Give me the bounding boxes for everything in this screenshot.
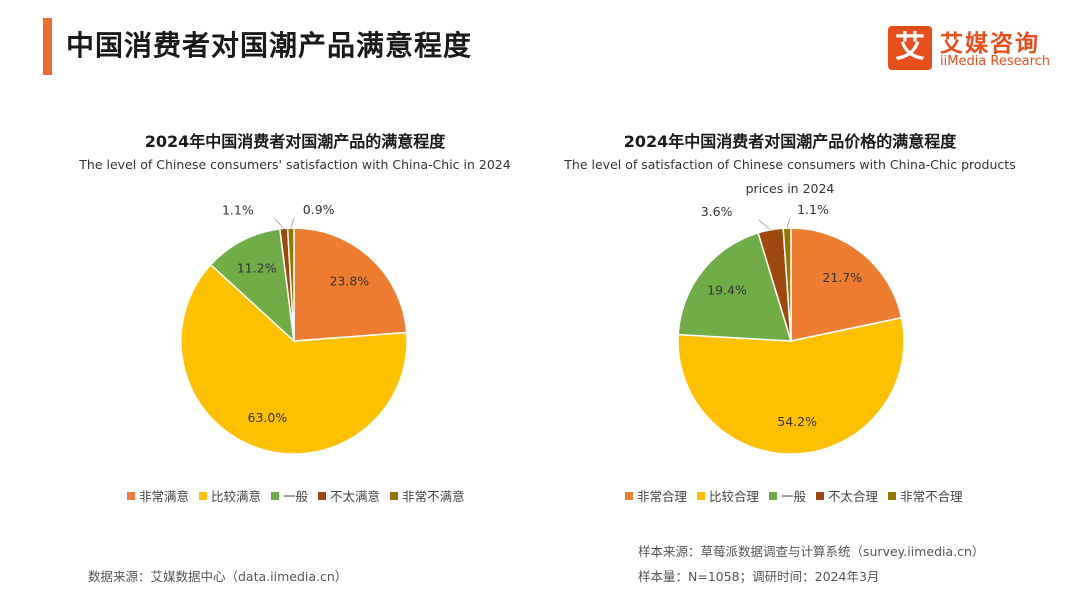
page-title: 中国消费者对国潮产品满意程度 [66, 29, 473, 62]
pie-chart-price-satisfaction: 21.7% 54.2% 19.4% 3.6% 1.1% [677, 202, 905, 455]
data-source-note: 数据来源：艾媒数据中心（data.iimedia.cn） [88, 569, 348, 584]
legend-swatch [769, 491, 778, 500]
legend-item-4: 不太合理 [816, 486, 878, 505]
legend-label: 比较合理 [709, 489, 760, 504]
legend-swatch [625, 491, 633, 500]
sample-source-note: 样本来源：草莓派数据调查与计算系统（survey.iimedia.cn） [638, 544, 985, 559]
logo-en-text: iiMedia Research [940, 54, 1051, 69]
chart-1-legend: 非常满意 比较满意 一般 不太满意 非常不满意 [127, 486, 465, 505]
legend-item-5: 非常不合理 [888, 486, 963, 505]
data-label-3: 11.2% [237, 261, 277, 276]
legend-label: 不太满意 [330, 489, 381, 504]
legend-item-2: 比较满意 [199, 486, 261, 505]
data-label-4: 1.1% [222, 202, 254, 217]
data-label-4: 3.6% [701, 204, 733, 219]
legend-label: 比较满意 [211, 489, 262, 504]
pie-slice-1 [790, 227, 903, 342]
logo-mark: 艾 [888, 26, 932, 70]
data-label-2: 54.2% [777, 414, 817, 429]
chart-2-subtitle: The level of satisfaction of Chinese con… [564, 157, 1016, 196]
legend-label: 非常不合理 [900, 489, 963, 504]
legend-swatch [199, 491, 208, 500]
chart-1-title: 2024年中国消费者对国潮产品的满意程度 [144, 132, 446, 151]
legend-item-4: 不太满意 [318, 486, 380, 505]
leader-line-4 [274, 218, 285, 229]
pie-slice-2 [677, 316, 905, 455]
legend-swatch [271, 491, 280, 500]
data-label-2: 63.0% [248, 410, 288, 425]
data-label-1: 21.7% [822, 270, 862, 285]
legend-label: 非常合理 [637, 489, 688, 504]
leader-line-4 [758, 219, 771, 231]
chart-1-subtitle: The level of Chinese consumers' satisfac… [79, 157, 511, 172]
legend-item-5: 非常不满意 [390, 486, 465, 505]
title-accent-bar [43, 18, 52, 75]
legend-swatch [127, 491, 135, 500]
legend-swatch [390, 491, 399, 500]
pie-slice-3 [209, 228, 296, 343]
pie-slice-3 [677, 231, 793, 342]
legend-label: 非常不满意 [402, 489, 465, 504]
data-label-3: 19.4% [707, 283, 747, 298]
leader-line-5 [786, 217, 791, 229]
chart-2-title: 2024年中国消费者对国潮产品价格的满意程度 [623, 132, 957, 151]
data-label-1: 23.8% [329, 273, 369, 288]
leader-line-5 [290, 217, 295, 229]
legend-label: 一般 [283, 489, 309, 504]
legend-item-1: 非常合理 [625, 486, 687, 505]
data-label-5: 1.1% [797, 202, 829, 217]
pie-slice-1 [293, 227, 408, 342]
legend-item-1: 非常满意 [127, 486, 189, 505]
legend-swatch [816, 491, 825, 500]
sample-size-note: 样本量：N=1058；调研时间：2024年3月 [638, 569, 880, 584]
logo-cn-text: 艾媒咨询 [940, 31, 1040, 57]
legend-swatch [318, 491, 327, 500]
chart-2-legend: 非常合理 比较合理 一般 不太合理 非常不合理 [625, 486, 963, 505]
pie-slice-5 [286, 227, 295, 342]
legend-label: 不太合理 [828, 489, 879, 504]
pie-slice-5 [782, 227, 792, 342]
legend-swatch [888, 491, 897, 500]
iimedia-logo: 艾 艾媒咨询 iiMedia Research [888, 26, 1068, 72]
data-label-5: 0.9% [303, 202, 335, 217]
legend-swatch [697, 491, 706, 500]
legend-item-3: 一般 [271, 486, 308, 505]
legend-label: 一般 [781, 489, 807, 504]
legend-item-3: 一般 [769, 486, 806, 505]
pie-slice-2 [180, 263, 408, 455]
legend-label: 非常满意 [139, 489, 190, 504]
legend-item-2: 比较合理 [697, 486, 759, 505]
pie-chart-satisfaction: 23.8% 63.0% 11.2% 1.1% 0.9% [180, 202, 408, 455]
